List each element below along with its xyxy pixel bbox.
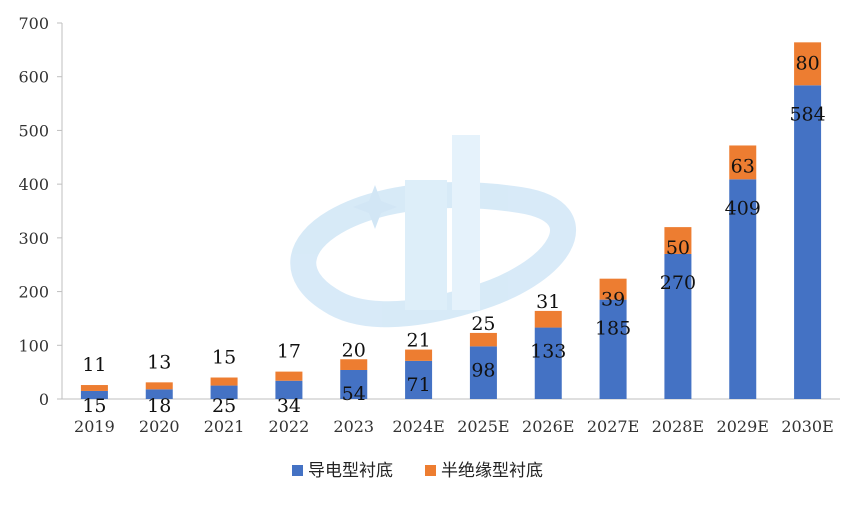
data-label-semi-insulating: 21 — [406, 330, 430, 352]
bar-conductive — [599, 299, 627, 399]
y-tick-label: 400 — [18, 175, 49, 194]
data-label-semi-insulating: 25 — [471, 313, 495, 335]
bar-semi-insulating — [664, 227, 692, 254]
x-tick-label: 2020 — [139, 417, 180, 436]
y-tick-label: 300 — [18, 229, 49, 248]
data-label-conductive: 15 — [82, 395, 106, 417]
bar-conductive — [210, 385, 238, 399]
bar-conductive — [340, 369, 368, 399]
data-label-conductive: 54 — [342, 383, 366, 405]
bar-conductive — [275, 380, 303, 399]
y-tick-label: 600 — [18, 68, 49, 87]
data-labels-layer: 15 11 18 13 25 15 34 17 54 20 71 21 98 25 133 31 185 39 27… — [82, 52, 825, 417]
watermark-logo — [290, 135, 576, 328]
bar-semi-insulating — [80, 385, 108, 391]
data-label-semi-insulating: 31 — [536, 291, 560, 313]
bar-conductive — [729, 179, 757, 399]
bar-conductive — [664, 253, 692, 399]
x-tick-label: 2024E — [392, 417, 444, 436]
bar-conductive — [469, 346, 497, 399]
data-label-conductive: 133 — [530, 341, 566, 363]
legend-label: 半绝缘型衬底 — [441, 461, 543, 481]
bar-semi-insulating — [469, 332, 497, 347]
bar-semi-insulating — [729, 145, 757, 180]
y-tick-label: 0 — [39, 390, 49, 409]
data-label-semi-insulating: 80 — [795, 52, 819, 74]
legend-label: 导电型衬底 — [308, 461, 393, 481]
bar-conductive — [534, 327, 562, 399]
data-label-semi-insulating: 15 — [212, 347, 236, 369]
data-label-conductive: 584 — [789, 103, 825, 125]
bar-semi-insulating — [145, 382, 173, 390]
x-tick-label: 2019 — [74, 417, 115, 436]
data-label-conductive: 18 — [147, 395, 171, 417]
data-label-conductive: 98 — [471, 359, 495, 381]
legend: 导电型衬底 半绝缘型衬底 — [292, 461, 543, 481]
data-label-conductive: 71 — [406, 374, 430, 396]
bar-semi-insulating — [534, 310, 562, 328]
x-tick-label: 2022 — [269, 417, 310, 436]
data-label-conductive: 185 — [595, 318, 631, 340]
x-tick-label: 2029E — [717, 417, 769, 436]
x-tick-label: 2021 — [204, 417, 245, 436]
data-label-semi-insulating: 13 — [147, 351, 171, 373]
y-tick-label: 100 — [18, 336, 49, 355]
data-label-conductive: 34 — [277, 395, 301, 417]
bar-conductive — [145, 389, 173, 399]
data-label-semi-insulating: 11 — [82, 354, 106, 376]
data-label-conductive: 25 — [212, 395, 236, 417]
y-tick-label: 500 — [18, 121, 49, 140]
y-tick-label: 200 — [18, 283, 49, 302]
data-label-semi-insulating: 20 — [342, 339, 366, 361]
data-label-conductive: 270 — [660, 272, 696, 294]
x-tick-label: 2026E — [522, 417, 574, 436]
x-tick-label: 2027E — [587, 417, 639, 436]
x-tick-label: 2023 — [333, 417, 374, 436]
legend-swatch — [292, 465, 303, 476]
bar-conductive — [405, 360, 433, 399]
data-label-semi-insulating: 17 — [277, 341, 301, 363]
y-tick-label: 700 — [18, 14, 49, 33]
bar-semi-insulating — [275, 371, 303, 381]
x-tick-label: 2025E — [457, 417, 509, 436]
bar-semi-insulating — [210, 377, 238, 386]
x-tick-label: 2028E — [652, 417, 704, 436]
bar-conductive — [794, 85, 822, 400]
legend-swatch — [425, 465, 436, 476]
data-label-semi-insulating: 39 — [601, 289, 625, 311]
bar-semi-insulating — [599, 278, 627, 300]
data-label-semi-insulating: 63 — [731, 155, 755, 177]
bar-semi-insulating — [405, 349, 433, 361]
x-tick-label: 2030E — [781, 417, 833, 436]
data-label-conductive: 409 — [725, 197, 761, 219]
bar-semi-insulating — [794, 42, 822, 86]
bar-conductive — [80, 390, 108, 399]
bars-layer — [80, 42, 822, 400]
data-label-semi-insulating: 50 — [666, 237, 690, 259]
bar-semi-insulating — [340, 359, 368, 370]
